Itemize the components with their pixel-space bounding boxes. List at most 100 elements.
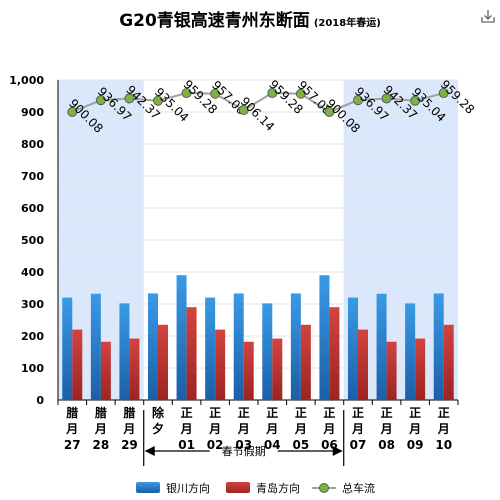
x-tick-label: 月 [322, 422, 335, 436]
legend-label: 总车流 [342, 481, 375, 495]
y-tick-label: 600 [21, 202, 44, 215]
line-point [353, 95, 363, 106]
x-tick-label: 27 [64, 438, 81, 452]
bar-青岛方向-2 [129, 338, 140, 400]
line-point [295, 88, 306, 99]
x-tick-label: 正 [238, 406, 250, 420]
x-tick-label: 正 [266, 406, 278, 420]
line-point [438, 88, 449, 99]
bar-青岛方向-5 [215, 329, 226, 400]
y-tick-label: 100 [21, 362, 44, 375]
line-point [181, 88, 192, 99]
x-tick-label: 腊 [123, 405, 135, 420]
chart-subtitle: (2018年春运) [313, 18, 381, 29]
bar-青岛方向-3 [158, 324, 168, 400]
x-tick-label: 正 [352, 406, 364, 420]
bar-银川方向-10 [348, 297, 358, 400]
x-tick-label: 腊 [66, 405, 78, 420]
line-point [67, 106, 78, 117]
x-tick-label: 夕 [152, 421, 164, 436]
bar-银川方向-11 [376, 293, 387, 400]
legend-label: 青岛方向 [256, 481, 300, 495]
x-tick-label: 月 [408, 422, 421, 436]
x-tick-label: 07 [350, 438, 367, 452]
x-tick-label: 正 [438, 406, 450, 420]
y-tick-label: 0 [36, 394, 44, 407]
x-tick-label: 08 [378, 438, 395, 452]
x-tick-label: 除 [152, 405, 165, 420]
bar-青岛方向-4 [186, 307, 197, 400]
x-tick-label: 03 [235, 438, 252, 452]
x-tick-label: 29 [121, 438, 138, 452]
line-point [153, 95, 163, 106]
bar-银川方向-7 [262, 303, 273, 400]
bar-银川方向-9 [319, 275, 330, 400]
bar-青岛方向-0 [72, 329, 83, 400]
x-tick-label: 月 [294, 422, 307, 436]
bar-青岛方向-7 [272, 338, 283, 400]
x-tick-label: 正 [381, 406, 393, 420]
bar-银川方向-2 [119, 303, 130, 400]
y-tick-label: 700 [21, 170, 44, 183]
x-tick-label: 腊 [95, 405, 107, 420]
y-tick-label: 500 [21, 234, 44, 247]
legend-swatch-银川方向 [136, 482, 160, 493]
line-point [210, 88, 221, 99]
x-tick-label: 05 [293, 438, 310, 452]
x-tick-label: 月 [237, 422, 250, 436]
x-tick-label: 月 [180, 422, 193, 436]
x-tick-label: 正 [409, 406, 421, 420]
legend-swatch-marker [319, 483, 329, 493]
x-tick-label: 月 [380, 422, 393, 436]
x-tick-label: 月 [65, 422, 78, 436]
x-tick-label: 正 [181, 406, 193, 420]
x-tick-label: 09 [407, 438, 424, 452]
x-tick-label: 02 [207, 438, 224, 452]
bar-银川方向-0 [62, 297, 73, 400]
line-point [324, 106, 335, 117]
y-tick-label: 1,000 [9, 74, 44, 87]
line-point [381, 93, 392, 104]
x-tick-label: 月 [94, 422, 107, 436]
x-tick-label: 月 [437, 422, 450, 436]
line-point [410, 95, 421, 106]
x-tick-label: 01 [178, 438, 195, 452]
legend-label: 银川方向 [166, 481, 210, 495]
bar-青岛方向-10 [358, 329, 368, 400]
chart-title-wrap: G20青银高速青州东断面 (2018年春运) [0, 6, 500, 31]
arrowhead-left [144, 446, 155, 456]
x-tick-label: 正 [323, 406, 335, 420]
bar-银川方向-4 [176, 275, 187, 400]
x-tick-label: 正 [209, 406, 221, 420]
bar-银川方向-6 [233, 293, 244, 400]
x-tick-label: 月 [122, 422, 135, 436]
bar-青岛方向-8 [300, 324, 311, 400]
bar-青岛方向-11 [386, 341, 397, 400]
bar-银川方向-8 [290, 293, 301, 400]
bar-青岛方向-9 [329, 307, 340, 400]
line-point [95, 95, 106, 106]
arrowhead-right [332, 446, 343, 456]
x-tick-label: 正 [295, 406, 307, 420]
bar-青岛方向-13 [443, 324, 454, 400]
line-point [124, 93, 135, 104]
chart-title: G20青银高速青州东断面 [119, 11, 310, 31]
y-tick-label: 800 [21, 138, 44, 151]
download-icon[interactable] [480, 8, 496, 24]
y-tick-label: 200 [21, 330, 44, 343]
x-tick-label: 月 [208, 422, 221, 436]
bar-银川方向-1 [90, 293, 101, 400]
bar-青岛方向-1 [100, 341, 111, 400]
bar-银川方向-12 [405, 303, 416, 400]
x-tick-label: 28 [93, 438, 110, 452]
x-tick-label: 月 [265, 422, 278, 436]
annotation-label: 春节假期 [222, 444, 266, 458]
line-point [267, 88, 278, 99]
bar-青岛方向-6 [243, 341, 254, 400]
x-tick-label: 月 [351, 422, 364, 436]
x-tick-label: 04 [264, 438, 281, 452]
y-tick-label: 300 [21, 298, 44, 311]
bar-银川方向-13 [433, 293, 444, 400]
